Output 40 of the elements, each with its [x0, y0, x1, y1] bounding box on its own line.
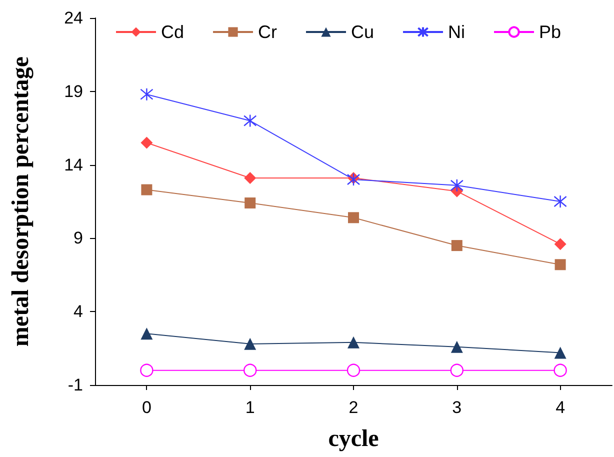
point [244, 197, 256, 208]
legend-label: Ni [448, 22, 466, 42]
point [554, 259, 566, 270]
point [450, 178, 464, 192]
y-axis-title: metal desorption percentage [8, 56, 34, 347]
y-tick-label: -1 [68, 376, 83, 394]
x-tick-label: 4 [556, 398, 566, 417]
x-tick-label: 1 [245, 398, 255, 417]
point [140, 136, 153, 149]
legend-label: Cd [161, 22, 184, 42]
x-tick-label: 0 [142, 398, 152, 417]
point [554, 194, 567, 208]
point [451, 240, 462, 252]
point [244, 172, 256, 184]
x-tick-label: 3 [452, 398, 462, 417]
y-tick-label: 19 [64, 82, 83, 101]
point [450, 340, 463, 353]
x-axis-title: cycle [328, 426, 380, 452]
point [450, 364, 464, 377]
y-tick-label: 4 [74, 302, 83, 322]
point [554, 346, 566, 359]
point [244, 364, 257, 377]
legend-label: Pb [539, 22, 562, 42]
point [346, 364, 360, 377]
point [554, 238, 566, 250]
y-tick-label: 14 [64, 155, 83, 174]
point [140, 364, 154, 377]
point [244, 338, 256, 350]
legend-label: Cr [258, 22, 278, 42]
point [348, 336, 360, 348]
x-tick-label: 2 [348, 398, 358, 417]
point [554, 364, 567, 377]
y-tick-label: 24 [64, 8, 83, 28]
point [244, 114, 257, 128]
point [348, 212, 359, 224]
point [141, 184, 152, 196]
point [140, 88, 154, 101]
y-tick-label: 9 [74, 228, 83, 248]
point [140, 328, 153, 340]
legend-label: Cu [351, 22, 374, 42]
